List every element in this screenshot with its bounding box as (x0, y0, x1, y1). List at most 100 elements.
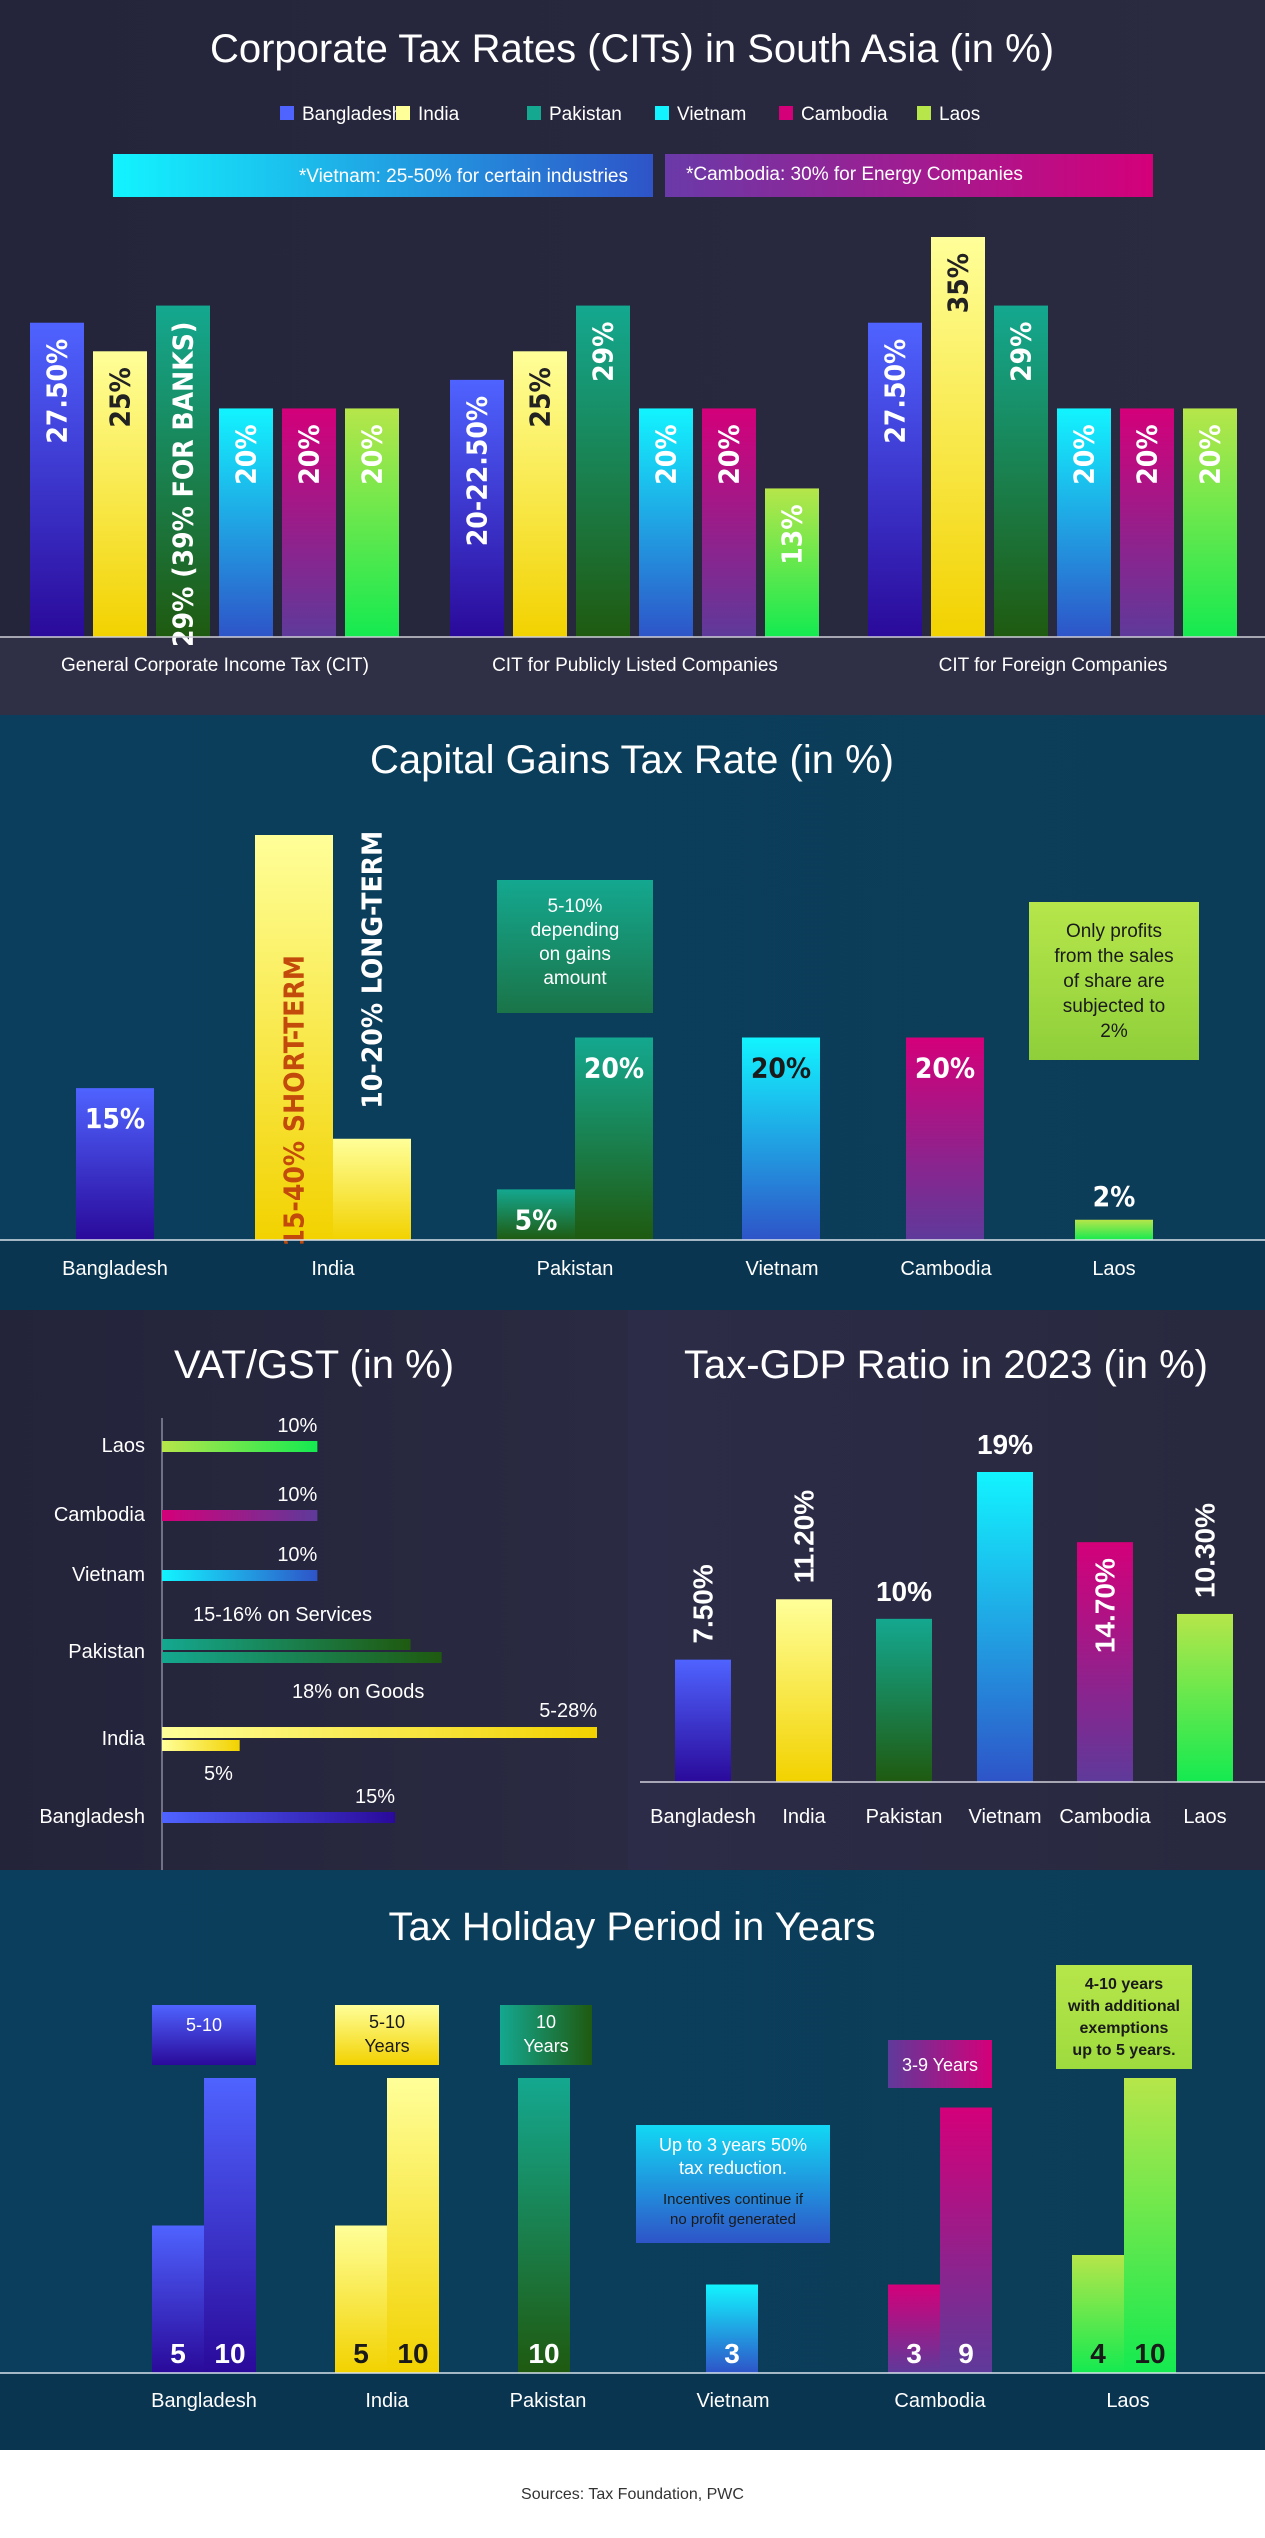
category-label-vietnam: Vietnam (72, 1564, 145, 1586)
note-subline: no profit generated (670, 2211, 796, 2228)
note-box (1029, 902, 1199, 1060)
note-line: 3-9 Years (902, 2055, 978, 2075)
bar-rect (219, 408, 273, 637)
bar-value-label: 20% (1194, 424, 1227, 484)
note-box (888, 2040, 992, 2088)
note-laos: 4-10 years with additional exemptions up to… (1056, 1965, 1192, 2069)
note-cambodia: *Cambodia: 30% for Energy Companies (665, 154, 1153, 197)
bar-rect (706, 2284, 758, 2373)
bar-laos: 10.30% (1177, 1503, 1233, 1782)
note-line: 2% (1100, 1021, 1128, 1042)
legend-swatch (280, 106, 294, 120)
bar-india-5-28: 5-28% (162, 1700, 597, 1738)
bar-rect (1077, 1542, 1133, 1782)
bar-value-label: 20% (584, 1052, 644, 1085)
bar-pakistan-10: 10 (518, 2078, 570, 2373)
category-strip (0, 2373, 1265, 2450)
note-text: *Vietnam: 25-50% for certain industries (299, 166, 628, 187)
bar-india: 11.20% (776, 1490, 832, 1782)
bar-india-15-40-short-term: 15-40% SHORT-TERM (255, 835, 333, 1247)
bar-rect (742, 1037, 820, 1240)
note-line: 5-10 (369, 2012, 405, 2032)
bar-rect (76, 1088, 154, 1240)
bar-rect (639, 408, 693, 637)
bar-rect (876, 1618, 932, 1782)
bar-rect (333, 1138, 411, 1240)
bar-rect (156, 305, 210, 637)
note-box (335, 2005, 439, 2065)
bar-bangladesh-10: 10 (204, 2078, 256, 2373)
category-label-laos: Laos (1183, 1806, 1226, 1828)
note-line: Years (364, 2036, 409, 2056)
category-label-vietnam: Vietnam (745, 1258, 818, 1280)
bar-rect (1057, 408, 1111, 637)
bar-rect (513, 351, 567, 637)
capital-gains-chart: Capital Gains Tax Rate (in %) 15% 15-40% S… (0, 715, 1265, 1310)
bar-india-2: 25% (513, 351, 567, 637)
bar-rect (1177, 1613, 1233, 1782)
bar-value-label: 20% (356, 424, 389, 484)
bar-pakistan: 10% (876, 1576, 932, 1782)
bar-value-label: 5 (353, 2338, 369, 2369)
bar-rect (576, 305, 630, 637)
category-label-vietnam: Vietnam (696, 2390, 769, 2412)
bar-rect (977, 1472, 1033, 1782)
bar-rect (387, 2078, 439, 2373)
bar-value-label: 10 (528, 2338, 559, 2369)
category-label-cambodia: Cambodia (894, 2390, 986, 2412)
bar-bangladesh-1: 27.50% (30, 322, 84, 637)
note-line: with additional (1067, 1998, 1180, 2015)
note-india: 5-10 Years (335, 2005, 439, 2065)
bar-rect (162, 1441, 318, 1452)
bar-value-label: 29% (1005, 322, 1038, 382)
bar-rect (931, 237, 985, 637)
bar-vietnam-10: 10% (162, 1544, 318, 1581)
bar-value-label: 20% (915, 1052, 975, 1085)
bar-value-label: 10 (1134, 2338, 1165, 2369)
category-label-pakistan: Pakistan (866, 1806, 943, 1828)
bar-value-label: 10% (277, 1484, 317, 1506)
category-label-cambodia: Cambodia (1059, 1806, 1151, 1828)
category-label-india: India (311, 1258, 355, 1280)
note-line: tax reduction. (679, 2158, 787, 2178)
panel-background (628, 1310, 1265, 1870)
bar-rect (255, 835, 333, 1240)
cit-panel: Corporate Tax Rates (CITs) in South Asia… (0, 0, 1265, 715)
note-line: depending (531, 920, 620, 941)
bar-bangladesh-2: 20-22.50% (450, 379, 504, 637)
category-label-india: India (365, 2390, 409, 2412)
bar-pakistan-5: 5% (497, 1189, 575, 1240)
note-box (152, 2005, 256, 2065)
bar-value-label: 3 (906, 2338, 922, 2369)
bar-rect (888, 2284, 940, 2373)
category-label-bangladesh: Bangladesh (650, 1806, 756, 1828)
bar-rect (335, 2225, 387, 2373)
bar-value-label: 27.50% (41, 339, 74, 444)
bar-pakistan-3: 29% (994, 305, 1048, 637)
note-vietnam: *Vietnam: 25-50% for certain industries (113, 154, 653, 197)
bar-value-label: 15% (85, 1102, 145, 1135)
category-label-vietnam: Vietnam (968, 1806, 1041, 1828)
footer: Sources: Tax Foundation, PWC (0, 2450, 1265, 2538)
note-line: Years (523, 2036, 568, 2056)
bar-bangladesh-3: 27.50% (868, 322, 922, 637)
note-laos: Only profits from the sales of share are su… (1029, 902, 1199, 1060)
bar-laos-10: 10 (1124, 2078, 1176, 2373)
bar-rect (497, 1189, 575, 1240)
bar-pakistan-20: 20% (575, 1037, 653, 1240)
chart-title: Tax-GDP Ratio in 2023 (in %) (684, 1343, 1208, 1387)
legend-label: Laos (939, 104, 980, 125)
note-box (665, 154, 1153, 197)
legend-swatch (655, 106, 669, 120)
chart-title: Corporate Tax Rates (CITs) in South Asia… (210, 27, 1054, 71)
bar-value-label: 10-20% LONG-TERM (356, 831, 389, 1109)
note-line: 5-10 (186, 2015, 222, 2035)
category-strip (0, 637, 1265, 715)
bar-value-label: 9 (958, 2338, 974, 2369)
bar-india-10-20-long-term: 10-20% LONG-TERM (333, 831, 411, 1240)
note-vietnam: Up to 3 years 50% tax reduction. Incentive… (636, 2125, 830, 2243)
note-box (113, 154, 653, 197)
bar-rect (518, 2078, 570, 2373)
vat-panel: VAT/GST (in %) Laos Cambodia Vietnam Pakista… (0, 1310, 628, 1870)
legend-item-pakistan: Pakistan (527, 104, 622, 125)
